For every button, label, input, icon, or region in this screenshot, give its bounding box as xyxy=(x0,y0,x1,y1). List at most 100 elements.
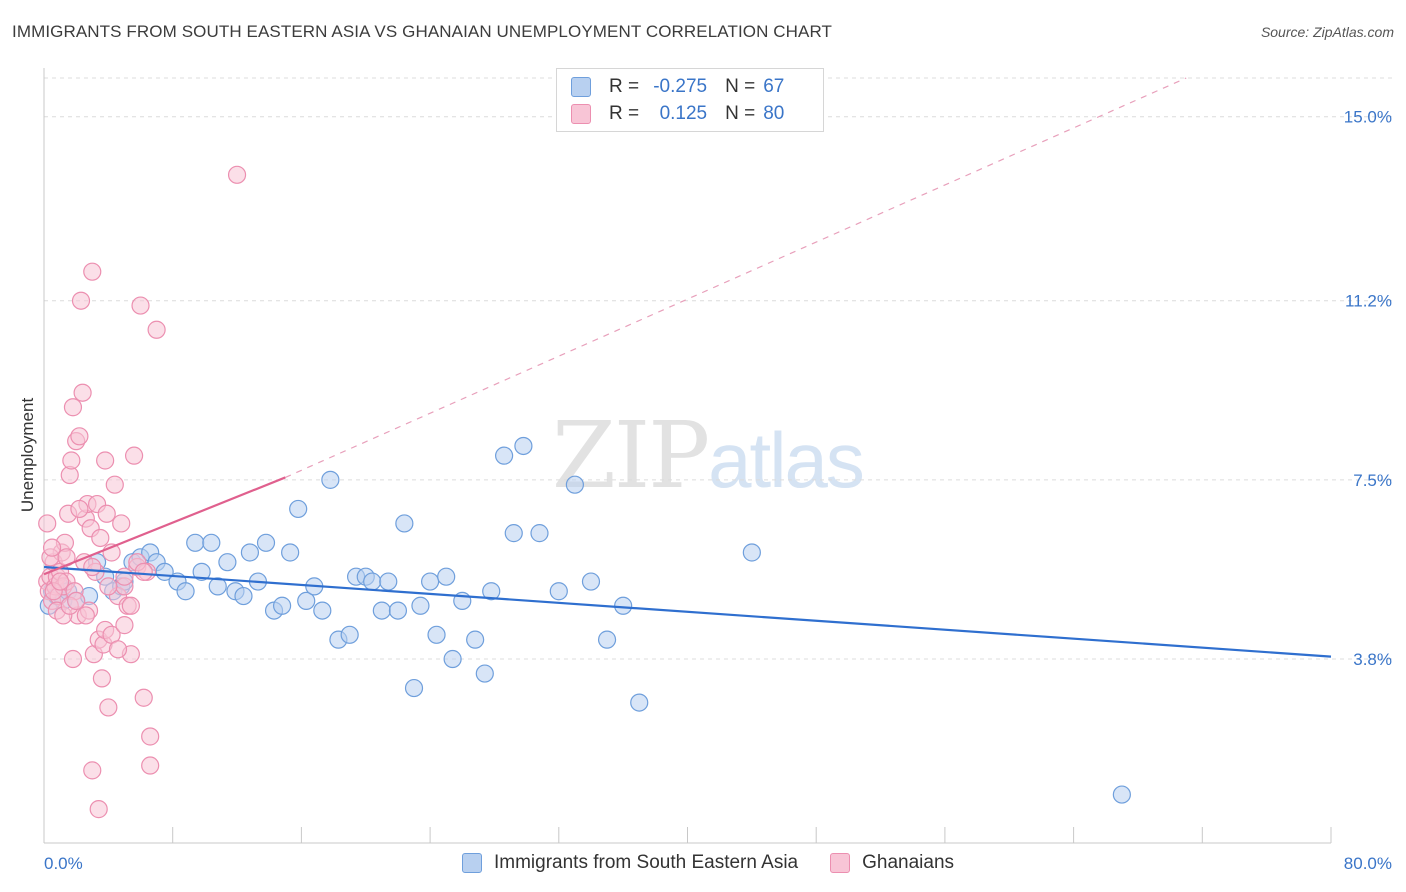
blue-data-point xyxy=(176,582,195,601)
legend-r-label: R = xyxy=(609,103,640,124)
pink-data-point xyxy=(124,446,144,465)
pink-data-point xyxy=(121,596,140,615)
series-legend: Immigrants from South Eastern Asia Ghana… xyxy=(462,852,986,874)
pink-data-point xyxy=(42,538,62,557)
blue-data-point xyxy=(437,567,456,586)
series-label-pink: Ghanaians xyxy=(862,852,955,873)
pink-data-point xyxy=(73,383,92,402)
pink-data-point xyxy=(99,698,118,717)
pink-data-point xyxy=(96,451,115,470)
y-tick-label: 7.5% xyxy=(1353,471,1392,490)
blue-data-point xyxy=(272,596,292,615)
blue-data-point xyxy=(186,533,205,552)
series-swatch-blue xyxy=(462,853,482,873)
blue-data-point xyxy=(218,553,237,572)
blue-data-point xyxy=(256,533,276,552)
legend-row-blue: R = -0.275 N = 67 xyxy=(571,75,784,99)
blue-data-point xyxy=(372,601,391,620)
correlation-legend: R = -0.275 N = 67 R = 0.125 N = 80 xyxy=(556,68,824,132)
blue-data-point xyxy=(234,586,253,606)
pink-data-point xyxy=(38,514,57,533)
legend-n-label: N = xyxy=(725,76,756,97)
pink-data-point xyxy=(63,649,83,669)
pink-data-point xyxy=(134,688,153,707)
series-legend-item-blue[interactable]: Immigrants from South Eastern Asia xyxy=(462,852,798,874)
blue-data-point xyxy=(504,524,523,543)
pink-data-point xyxy=(71,291,91,310)
blue-data-point xyxy=(630,693,649,712)
legend-r-value-pink: 0.125 xyxy=(659,103,708,124)
blue-data-point xyxy=(495,446,514,465)
blue-data-point xyxy=(482,582,501,601)
pink-data-point xyxy=(108,640,128,659)
pink-data-point xyxy=(141,727,160,746)
blue-data-point xyxy=(297,591,316,611)
pink-data-point xyxy=(131,296,150,315)
y-tick-label: 15.0% xyxy=(1344,108,1392,127)
blue-data-point xyxy=(514,436,533,456)
pink-data-point xyxy=(115,567,134,586)
pink-trend-extension xyxy=(285,77,1187,478)
pink-data-point xyxy=(92,669,112,688)
blue-data-point xyxy=(530,524,549,543)
legend-r-label: R = xyxy=(609,76,640,97)
x-tick-label-min: 0.0% xyxy=(44,854,83,873)
legend-n-label: N = xyxy=(725,103,756,124)
blue-data-point xyxy=(321,470,340,489)
blue-data-point xyxy=(549,582,568,601)
pink-data-point xyxy=(115,616,134,635)
pink-data-point xyxy=(67,591,86,611)
pink-data-point xyxy=(147,320,166,339)
series-swatch-pink xyxy=(830,853,851,873)
x-tick-label-max: 80.0% xyxy=(1344,854,1392,873)
pink-data-point xyxy=(134,562,153,581)
pink-data-point xyxy=(99,577,118,596)
y-tick-label: 11.2% xyxy=(1345,292,1392,311)
pink-data-point xyxy=(83,262,102,281)
watermark-atlas: atlas xyxy=(708,416,865,504)
pink-data-point xyxy=(91,528,110,548)
blue-data-point xyxy=(404,678,424,698)
pink-data-point xyxy=(83,557,102,577)
legend-n-value-blue: 67 xyxy=(763,76,785,97)
blue-data-point xyxy=(421,572,440,591)
blue-data-point xyxy=(742,543,761,562)
pink-data-point xyxy=(76,606,95,625)
pink-data-point xyxy=(50,572,70,591)
chart-title: IMMIGRANTS FROM SOUTH EASTERN ASIA VS GH… xyxy=(12,22,833,41)
pink-data-point xyxy=(227,165,247,184)
blue-data-point xyxy=(313,601,332,620)
blue-data-point xyxy=(427,625,446,644)
blue-data-point xyxy=(475,664,494,683)
legend-r-value-blue: -0.275 xyxy=(653,76,708,97)
pink-data-point xyxy=(97,504,116,523)
pink-data-point xyxy=(105,475,124,494)
blue-data-point xyxy=(395,514,414,533)
blue-data-point xyxy=(565,475,584,494)
y-tick-label: 3.8% xyxy=(1353,650,1392,669)
blue-data-point xyxy=(411,596,430,615)
legend-swatch-pink xyxy=(571,104,591,124)
blue-data-point xyxy=(443,649,462,669)
source-credit: Source: ZipAtlas.com xyxy=(1260,24,1394,40)
pink-data-point xyxy=(70,499,89,519)
blue-data-point xyxy=(289,499,308,519)
blue-data-point xyxy=(192,562,211,581)
y-axis-label: Unemployment xyxy=(18,397,37,513)
legend-swatch-blue xyxy=(571,77,591,97)
blue-data-point xyxy=(202,533,221,552)
blue-trend-line xyxy=(43,565,1332,658)
series-label-blue: Immigrants from South Eastern Asia xyxy=(494,852,799,873)
series-legend-item-pink[interactable]: Ghanaians xyxy=(830,852,954,874)
pink-trend-line xyxy=(43,476,286,576)
blue-data-point xyxy=(208,577,227,596)
blue-data-point xyxy=(597,630,617,649)
pink-data-point xyxy=(63,398,83,417)
pink-data-point xyxy=(70,427,89,446)
blue-data-point xyxy=(388,601,408,620)
pink-data-point xyxy=(112,514,131,533)
legend-n-value-pink: 80 xyxy=(763,103,785,124)
blue-data-point xyxy=(340,625,359,644)
blue-data-point xyxy=(379,572,398,591)
